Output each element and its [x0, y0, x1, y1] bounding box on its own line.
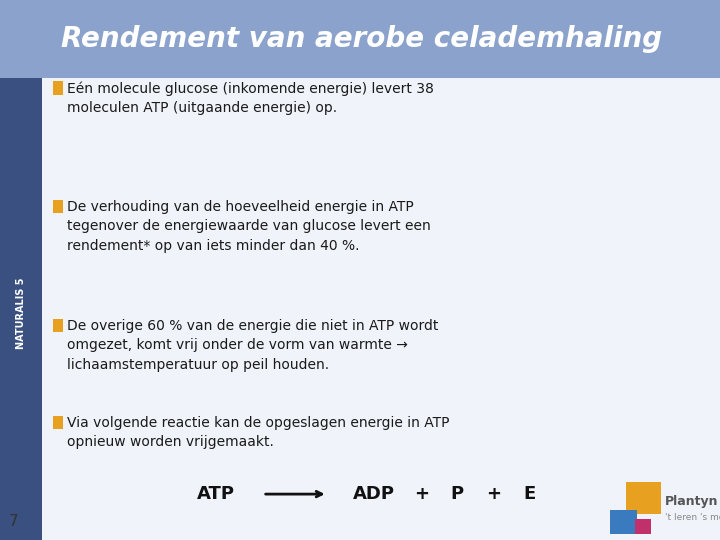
Text: 7: 7: [9, 514, 18, 529]
Text: De overige 60 % van de energie die niet in ATP wordt
omgezet, komt vrij onder de: De overige 60 % van de energie die niet …: [67, 319, 438, 372]
Text: Plantyn: Plantyn: [665, 495, 718, 508]
Bar: [53, 319, 63, 332]
Bar: [0, 0, 720, 78]
Text: +: +: [486, 485, 500, 503]
Text: NATURALIS 5: NATURALIS 5: [16, 278, 26, 349]
Text: De verhouding van de hoeveelheid energie in ATP
tegenover de energiewaarde van g: De verhouding van de hoeveelheid energie…: [67, 200, 431, 253]
Text: Eén molecule glucose (inkomende energie) levert 38
moleculen ATP (uitgaande ener: Eén molecule glucose (inkomende energie)…: [67, 81, 434, 115]
Bar: [53, 200, 63, 213]
Text: Via volgende reactie kan de opgeslagen energie in ATP
opnieuw worden vrijgemaakt: Via volgende reactie kan de opgeslagen e…: [67, 416, 449, 449]
Bar: [635, 519, 651, 534]
Text: 't leren 's moē: 't leren 's moē: [665, 513, 720, 522]
Text: ADP: ADP: [354, 485, 395, 503]
Bar: [626, 482, 661, 514]
Text: E: E: [523, 485, 536, 503]
Bar: [53, 416, 63, 429]
Bar: [610, 510, 637, 534]
Text: Rendement van aerobe celademhaling: Rendement van aerobe celademhaling: [61, 25, 662, 53]
Bar: [0, 78, 42, 540]
Text: +: +: [414, 485, 428, 503]
Text: ATP: ATP: [197, 485, 235, 503]
Text: P: P: [451, 485, 464, 503]
Bar: [53, 81, 63, 94]
